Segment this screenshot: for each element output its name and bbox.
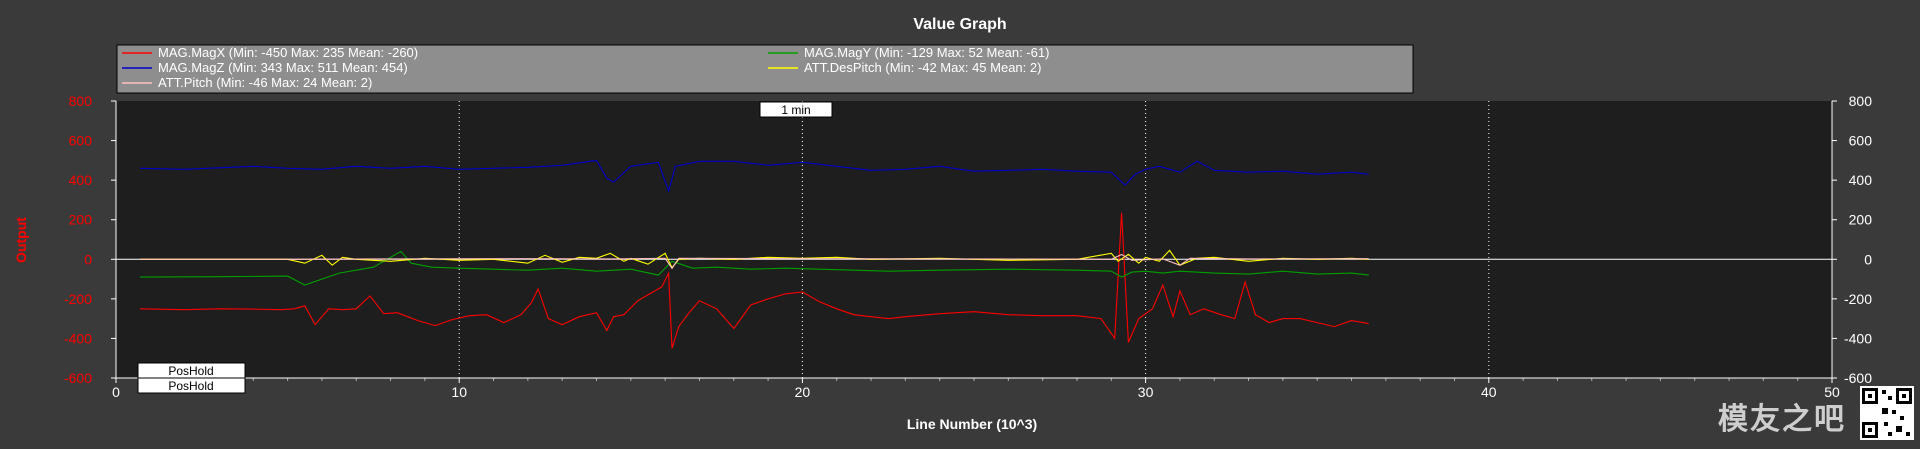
legend-box — [116, 44, 1414, 94]
y-tick-label-right: 800 — [1849, 93, 1873, 109]
x-tick-label: 0 — [112, 384, 120, 400]
y-tick-label-left: 0 — [84, 251, 92, 267]
legend-label: MAG.MagZ (Min: 343 Max: 511 Mean: 454) — [158, 60, 408, 75]
y-tick-label-right: -400 — [1844, 330, 1872, 346]
y-tick-label-right: 0 — [1864, 251, 1872, 267]
legend-label: ATT.Pitch (Min: -46 Max: 24 Mean: 2) — [158, 75, 372, 90]
legend-label: ATT.DesPitch (Min: -42 Max: 45 Mean: 2) — [804, 60, 1041, 75]
legend: MAG.MagX (Min: -450 Max: 235 Mean: -260)… — [122, 45, 1049, 90]
y-tick-label-left: 600 — [69, 133, 93, 149]
y-tick-label-right: 600 — [1849, 133, 1873, 149]
x-tick-label: 40 — [1481, 384, 1497, 400]
x-tick-label: 50 — [1824, 384, 1840, 400]
legend-label: MAG.MagY (Min: -129 Max: 52 Mean: -61) — [804, 45, 1049, 60]
y-tick-label-left: -200 — [64, 291, 92, 307]
series-line-5 — [140, 253, 1369, 270]
series-line-1 — [139, 212, 1369, 349]
x-tick-label: 20 — [795, 384, 811, 400]
y-tick-label-left: 400 — [69, 172, 93, 188]
y-tick-label-left: -600 — [64, 370, 92, 386]
x-tick-label: 30 — [1138, 384, 1154, 400]
watermark-logo: 模友之吧 — [1718, 402, 1846, 437]
legend-label: MAG.MagX (Min: -450 Max: 235 Mean: -260) — [158, 45, 418, 60]
mode-label-2: PosHold — [168, 379, 213, 393]
y-tick-label-left: -400 — [64, 330, 92, 346]
y-tick-label-right: 200 — [1849, 212, 1873, 228]
series-lines — [139, 159, 1369, 349]
time-marker-label: 1 min — [781, 103, 810, 117]
series-line-3 — [139, 159, 1369, 193]
plot-area — [116, 101, 1832, 378]
qr-code — [1860, 386, 1914, 440]
mode-label-1: PosHold — [168, 364, 213, 378]
x-axis-title: Line Number (10^3) — [907, 416, 1037, 432]
y-axis-title: Output — [13, 217, 29, 263]
y-tick-label-right: -200 — [1844, 291, 1872, 307]
mode-box-2 — [137, 377, 246, 394]
time-marker-box — [759, 101, 833, 118]
y-tick-label-left: 800 — [69, 93, 93, 109]
y-tick-label-right: -600 — [1844, 370, 1872, 386]
series-line-2 — [139, 250, 1369, 286]
chart-title: Value Graph — [913, 16, 1006, 33]
y-tick-label-right: 400 — [1849, 172, 1873, 188]
y-tick-label-left: 200 — [69, 212, 93, 228]
x-tick-label: 10 — [451, 384, 467, 400]
axes: 0 10 20 30 40 50 800 800 600 600 400 400 200 200 0 0 -20… — [64, 93, 1872, 400]
